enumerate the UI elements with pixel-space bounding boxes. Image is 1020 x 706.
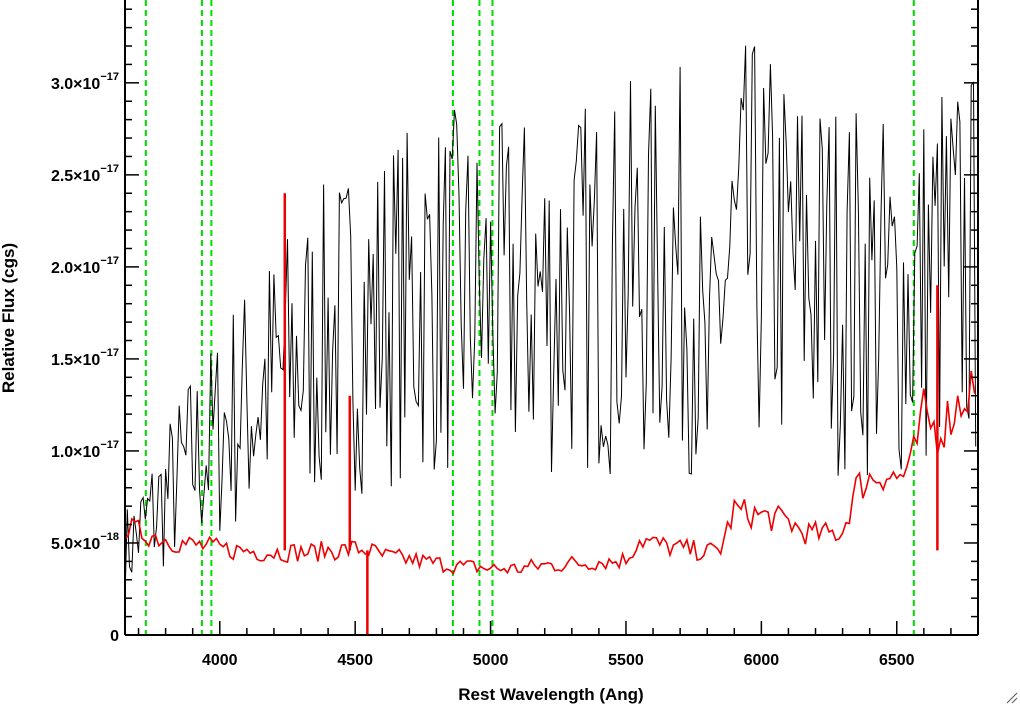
y-tick-label: 3.0×10−17	[51, 71, 119, 93]
y-tick-label: 1.0×10−17	[51, 439, 119, 461]
x-tick-label: 6500	[879, 652, 915, 669]
emission-line-markers	[144, 0, 915, 635]
x-tick-label: 4500	[337, 652, 373, 669]
spectrum-series	[124, 45, 977, 635]
resize-grip-icon[interactable]	[1006, 692, 1018, 704]
tick-labels: 4000 4500 5000 5500 6000 6500 0 5.0×10−18 1.0×10…	[51, 71, 915, 669]
y-tick-label: 2.5×10−17	[51, 163, 119, 185]
y-axis-title: Relative Flux (cgs)	[0, 243, 18, 393]
y-tick-label: 2.0×10−17	[51, 255, 119, 277]
x-axis-title: Rest Wavelength (Ang)	[458, 685, 643, 704]
x-tick-label: 4000	[202, 652, 238, 669]
plot-axes	[124, 0, 979, 636]
y-tick-label: 5.0×10−18	[51, 531, 119, 553]
series-line-0	[124, 45, 977, 598]
y-tick-label: 1.5×10−17	[51, 347, 119, 369]
y-tick-label: 0	[110, 628, 119, 645]
series-line-1	[124, 370, 976, 575]
x-tick-label: 5000	[473, 652, 509, 669]
tick-marks	[125, 8, 979, 636]
x-tick-label: 5500	[608, 652, 644, 669]
x-tick-label: 6000	[744, 652, 780, 669]
